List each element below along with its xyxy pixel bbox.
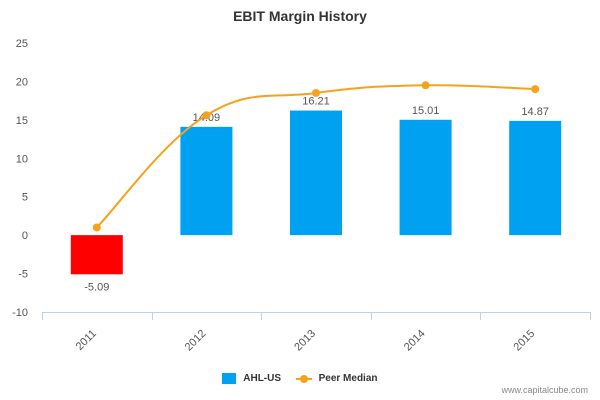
legend-bar-swatch (222, 373, 237, 384)
bar-2012 (180, 126, 233, 236)
peer-median-point-2015 (531, 85, 540, 94)
bar-series (70, 110, 562, 275)
bar-2015 (509, 120, 562, 236)
bar-2011 (70, 235, 123, 275)
legend-item-ahl[interactable]: AHL-US (222, 373, 281, 384)
y-tick-label: 20 (16, 76, 28, 88)
data-label-2011: -5.09 (84, 281, 109, 293)
peer-median-point-2014 (421, 81, 430, 90)
y-axis: 25 20 15 10 5 0 -5 -10 (12, 38, 28, 319)
data-label-2015: 14.87 (521, 106, 549, 118)
chart-title: EBIT Margin History (233, 8, 367, 24)
legend-item-peer-median[interactable]: Peer Median (295, 373, 378, 384)
data-label-2013: 16.21 (302, 96, 330, 108)
data-label-2014: 15.01 (412, 105, 440, 117)
bar-2014 (399, 119, 452, 236)
x-axis: 2011 2012 2013 2014 2015 (42, 312, 591, 353)
y-tick-label: 10 (16, 153, 28, 165)
peer-median-point-2013 (312, 88, 320, 97)
y-tick-label: -5 (18, 269, 28, 281)
legend-line-marker (299, 374, 308, 383)
legend-label-ahl: AHL-US (243, 373, 282, 384)
y-tick-label: 15 (16, 115, 28, 127)
x-tick-label: 2015 (512, 328, 538, 354)
y-tick-label: 25 (16, 38, 28, 50)
x-tick-label: 2014 (402, 328, 428, 354)
x-tick-label: 2013 (292, 328, 318, 354)
peer-median-series (92, 81, 540, 232)
peer-median-point-2012 (202, 111, 211, 120)
bar-2013 (290, 110, 342, 236)
y-tick-label: 0 (22, 230, 28, 242)
x-tick-label: 2011 (74, 328, 99, 353)
y-tick-label: -10 (12, 307, 28, 319)
legend-label-peer-median: Peer Median (318, 373, 378, 384)
x-tick-label: 2012 (183, 328, 209, 354)
y-tick-label: 5 (22, 192, 28, 204)
legend-line-swatch (295, 374, 312, 383)
legend: AHL-US Peer Median (0, 373, 600, 384)
source-credit: www.capitalcube.com (501, 385, 588, 395)
peer-median-point-2011 (92, 223, 101, 232)
